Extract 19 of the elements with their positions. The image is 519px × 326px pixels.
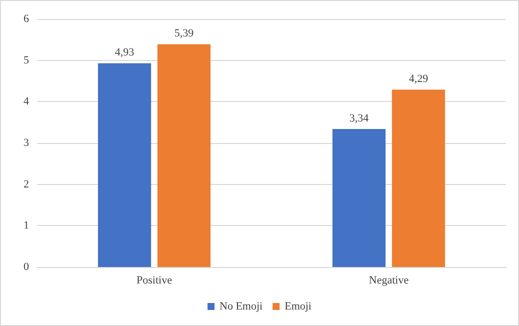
bar <box>157 44 211 267</box>
y-tick-label: 3 <box>24 137 30 149</box>
bar <box>98 63 152 267</box>
legend-label: No Emoji <box>220 300 263 312</box>
y-tick-label: 0 <box>24 261 30 273</box>
data-label: 4,93 <box>114 46 135 59</box>
y-tick-label: 2 <box>24 178 29 190</box>
y-tick-label: 1 <box>24 220 29 232</box>
x-tick-label: Positive <box>136 274 172 286</box>
bar <box>392 90 446 267</box>
bar <box>332 128 386 267</box>
y-tick-label: 6 <box>24 13 30 25</box>
data-label: 5,39 <box>174 28 194 40</box>
data-label: 3,34 <box>349 112 370 124</box>
data-label: 4,29 <box>408 73 429 86</box>
x-tick-label: Negative <box>368 274 409 286</box>
y-tick-label: 4 <box>24 96 30 108</box>
legend-label: Emoji <box>284 300 312 312</box>
y-tick-label: 5 <box>24 54 30 66</box>
